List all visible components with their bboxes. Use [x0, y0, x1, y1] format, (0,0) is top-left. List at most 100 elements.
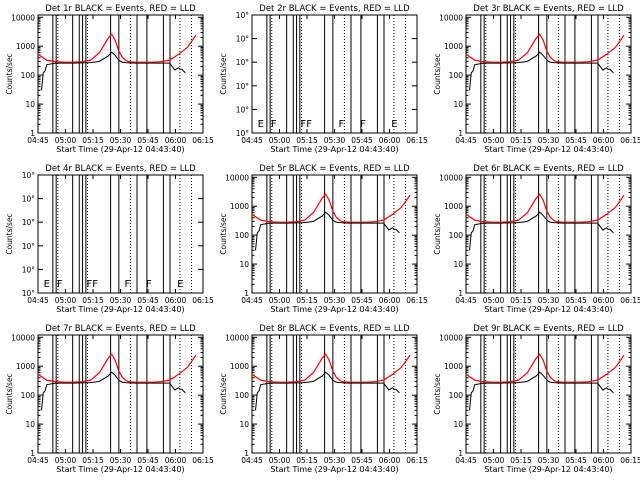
lld-series-line — [465, 33, 625, 63]
x-tick-label: 06:15 — [406, 296, 428, 305]
y-axis-label: Counts/sec — [219, 373, 228, 414]
lld-series-line — [465, 353, 625, 383]
lld-series-line — [37, 33, 197, 63]
lld-series-line — [251, 193, 411, 223]
bar-letter: E — [177, 279, 183, 290]
y-tick-label: 1000 — [444, 362, 463, 371]
events-series-line — [255, 211, 400, 251]
x-tick-label: 05:30 — [324, 456, 346, 465]
y-tick-label: 100 — [21, 391, 36, 400]
y-tick-label: 10° — [236, 82, 250, 91]
plot-frame — [37, 334, 204, 454]
bar-letter: E — [258, 119, 264, 130]
y-tick-label: 10° — [22, 289, 36, 298]
x-tick-label: 05:45 — [565, 136, 587, 145]
x-tick-label: 05:30 — [110, 296, 132, 305]
chart-panel-5: Det 5r BLACK = Events, RED = LLD 04:45 05:… — [219, 164, 428, 314]
plot-frame — [465, 174, 632, 294]
bar-letter: F — [57, 279, 63, 290]
x-tick-label: 06:00 — [165, 456, 187, 465]
x-tick-label: 06:00 — [165, 136, 187, 145]
y-axis-label: Counts/sec — [219, 213, 228, 254]
chart-panel-4: Det 4r BLACK = Events, RED = LLD 04:45 05:… — [5, 164, 214, 314]
x-axis-label: Start Time (29-Apr-12 04:43:40) — [56, 305, 184, 314]
y-tick-label: 10 — [239, 420, 249, 429]
chart-panel-6: Det 6r BLACK = Events, RED = LLD 04:45 05:… — [433, 164, 640, 314]
x-axis-label: Start Time (29-Apr-12 04:43:40) — [484, 465, 612, 474]
y-tick-label: 10 — [453, 420, 463, 429]
x-tick-label: 05:15 — [82, 296, 104, 305]
plot-frame — [251, 334, 418, 454]
y-tick-label: 1 — [458, 449, 463, 458]
lld-series-line — [465, 193, 625, 223]
chart-title: Det 5r BLACK = Events, RED = LLD — [259, 164, 410, 174]
y-axis-label: Counts/sec — [433, 373, 442, 414]
y-tick-label: 1 — [458, 129, 463, 138]
x-tick-label: 05:45 — [137, 296, 159, 305]
chart-title: Det 9r BLACK = Events, RED = LLD — [473, 324, 624, 334]
x-tick-label: 05:45 — [565, 456, 587, 465]
x-tick-label: 06:00 — [379, 136, 401, 145]
y-tick-label: 1000 — [230, 362, 249, 371]
chart-panel-8: Det 8r BLACK = Events, RED = LLD 04:45 05:… — [219, 324, 428, 474]
x-tick-label: 04:45 — [455, 296, 477, 305]
x-tick-label: 05:30 — [110, 456, 132, 465]
y-tick-label: 10° — [22, 242, 36, 251]
y-tick-label: 100 — [21, 71, 36, 80]
x-tick-label: 04:45 — [241, 296, 263, 305]
x-tick-label: 06:00 — [379, 296, 401, 305]
x-tick-label: 04:45 — [241, 136, 263, 145]
y-tick-label: 100 — [449, 391, 464, 400]
x-axis-label: Start Time (29-Apr-12 04:43:40) — [270, 145, 398, 154]
y-tick-label: 100 — [235, 231, 250, 240]
chart-title: Det 8r BLACK = Events, RED = LLD — [259, 324, 410, 334]
lld-series-line — [37, 353, 197, 383]
x-tick-label: 04:45 — [27, 136, 49, 145]
y-axis-label: Counts/sec — [5, 373, 14, 414]
y-tick-label: 10 — [25, 100, 35, 109]
x-tick-label: 05:15 — [82, 136, 104, 145]
y-axis-label: Counts/sec — [219, 53, 228, 94]
chart-title: Det 1r BLACK = Events, RED = LLD — [45, 4, 196, 14]
bar-letter: FF — [301, 119, 313, 130]
x-axis-label: Start Time (29-Apr-12 04:43:40) — [484, 305, 612, 314]
y-tick-label: 10000 — [11, 333, 35, 342]
x-tick-label: 06:15 — [192, 136, 214, 145]
lld-series-line — [251, 353, 411, 383]
x-tick-label: 05:15 — [296, 296, 318, 305]
x-tick-label: 04:45 — [27, 296, 49, 305]
x-tick-label: 05:45 — [137, 136, 159, 145]
x-tick-label: 06:15 — [406, 456, 428, 465]
x-tick-label: 06:15 — [192, 296, 214, 305]
x-tick-label: 06:00 — [165, 296, 187, 305]
events-series-line — [469, 51, 614, 91]
y-tick-label: 10 — [453, 100, 463, 109]
chart-title: Det 6r BLACK = Events, RED = LLD — [473, 164, 624, 174]
y-tick-label: 10 — [25, 420, 35, 429]
x-tick-label: 05:15 — [296, 456, 318, 465]
x-tick-label: 05:15 — [82, 456, 104, 465]
y-tick-label: 10 — [453, 260, 463, 269]
x-tick-label: 05:45 — [565, 296, 587, 305]
x-tick-label: 05:30 — [110, 136, 132, 145]
y-tick-label: 10000 — [225, 333, 249, 342]
chart-panel-1: Det 1r BLACK = Events, RED = LLD 04:45 05:… — [5, 4, 214, 154]
plot-frame — [251, 174, 418, 294]
y-tick-label: 10000 — [439, 333, 463, 342]
x-tick-label: 05:00 — [55, 456, 77, 465]
y-tick-label: 10000 — [225, 173, 249, 182]
x-axis-label: Start Time (29-Apr-12 04:43:40) — [56, 145, 184, 154]
y-tick-label: 10° — [22, 218, 36, 227]
x-axis-label: Start Time (29-Apr-12 04:43:40) — [270, 465, 398, 474]
events-series-line — [41, 51, 186, 91]
chart-panel-2: Det 2r BLACK = Events, RED = LLD 04:45 05:… — [219, 4, 428, 154]
x-tick-label: 05:30 — [538, 456, 560, 465]
y-tick-label: 10° — [22, 195, 36, 204]
y-tick-label: 1 — [458, 289, 463, 298]
bar-letter: F — [125, 279, 131, 290]
y-tick-label: 10° — [236, 11, 250, 20]
chart-title: Det 7r BLACK = Events, RED = LLD — [45, 324, 196, 334]
y-tick-label: 1000 — [444, 42, 463, 51]
y-tick-label: 10 — [239, 260, 249, 269]
y-tick-label: 1000 — [230, 202, 249, 211]
